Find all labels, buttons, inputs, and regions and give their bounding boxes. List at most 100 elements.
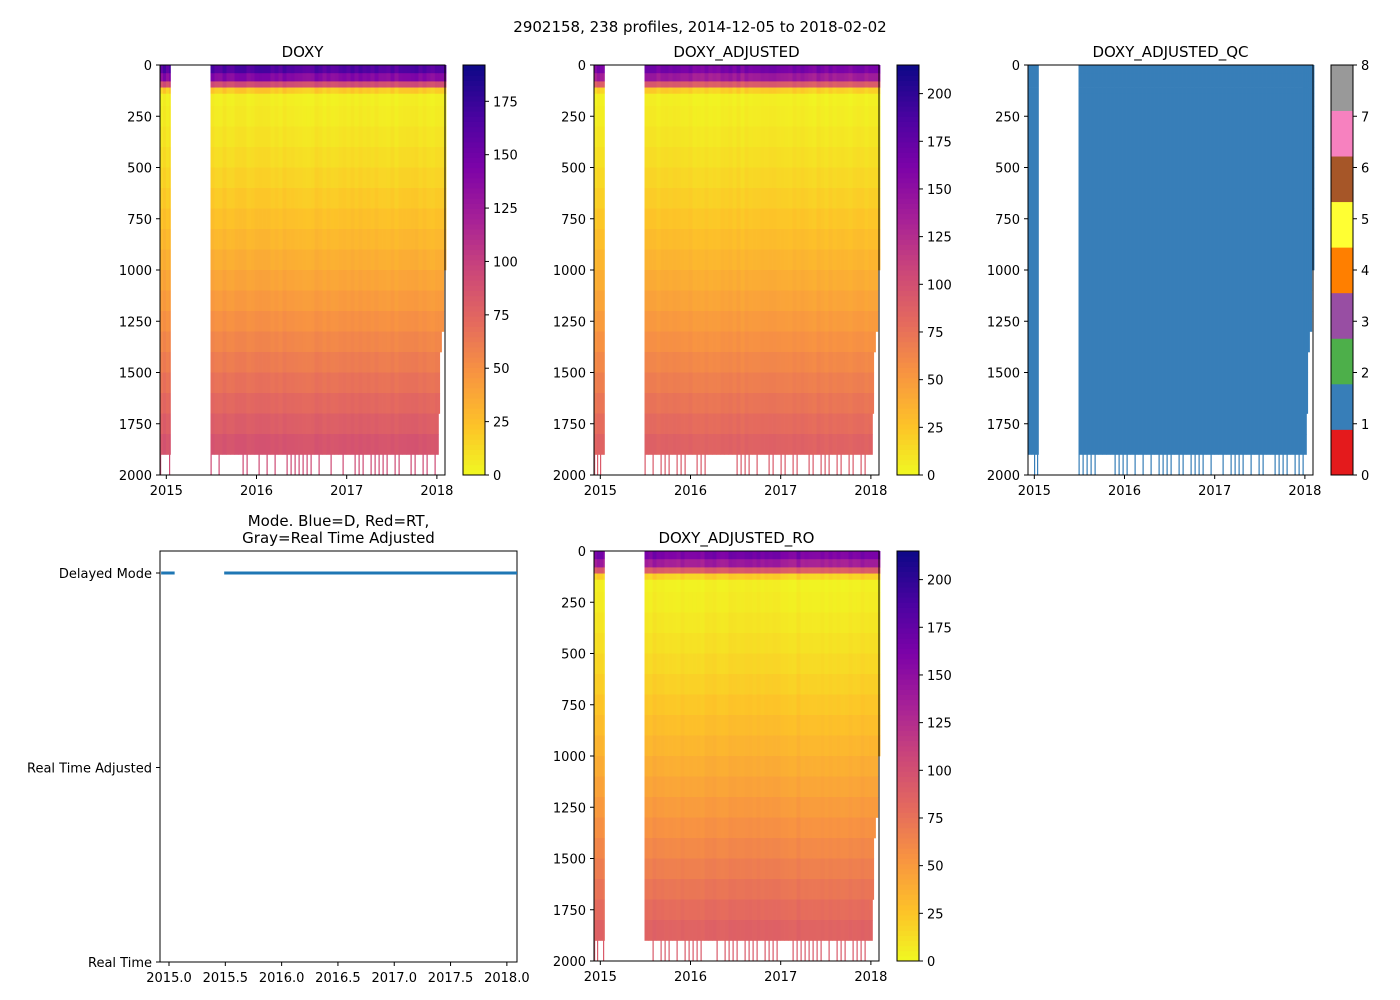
heatmap-cell: [322, 188, 327, 209]
heatmap-cell: [1178, 270, 1183, 291]
heatmap-cell: [724, 87, 729, 94]
heatmap-cell: [712, 126, 717, 148]
heatmap-cell: [648, 126, 653, 148]
heatmap-cell: [274, 106, 279, 127]
heatmap-cell: [1202, 167, 1207, 189]
heatmap-cell: [322, 249, 327, 271]
heatmap-cell: [660, 756, 665, 777]
heatmap-cell: [664, 653, 669, 675]
heatmap-cell: [844, 393, 849, 414]
heatmap-cell: [796, 229, 801, 250]
heatmap-cell: [1306, 290, 1310, 312]
heatmap-cell: [668, 797, 673, 818]
profile-tick: [266, 454, 268, 475]
heatmap-cell: [864, 73, 869, 82]
heatmap-cell: [430, 93, 435, 107]
heatmap-cell: [1230, 147, 1235, 168]
heatmap-cell: [326, 81, 331, 88]
heatmap-cell: [1286, 372, 1291, 394]
heatmap-cell: [386, 147, 391, 168]
heatmap-cell: [160, 290, 164, 312]
x-tick-label: 2017: [1198, 484, 1231, 499]
heatmap-cell: [688, 331, 693, 353]
heatmap-cell: [1282, 311, 1287, 332]
heatmap-cell: [1158, 249, 1163, 271]
heatmap-cell: [660, 208, 665, 230]
heatmap-cell: [290, 106, 295, 127]
heatmap-cell: [768, 331, 773, 353]
heatmap-cell: [597, 147, 601, 168]
heatmap-cell: [644, 838, 649, 859]
heatmap-cell: [378, 73, 383, 82]
heatmap-cell: [342, 352, 347, 373]
heatmap-cell: [163, 352, 167, 373]
heatmap-cell: [250, 188, 255, 209]
heatmap-cell: [346, 229, 351, 250]
heatmap-cell: [1306, 311, 1310, 332]
heatmap-cell: [278, 81, 283, 88]
heatmap-cell: [270, 352, 275, 373]
heatmap-cell: [1134, 434, 1139, 455]
heatmap-cell: [856, 93, 861, 107]
profile-tick: [1210, 454, 1212, 475]
heatmap-cell: [362, 73, 367, 82]
heatmap-cell: [166, 229, 170, 250]
heatmap-cell: [346, 188, 351, 209]
heatmap-cell: [386, 290, 391, 312]
heatmap-cell: [386, 65, 391, 74]
heatmap-cell: [230, 290, 235, 312]
heatmap-cell: [656, 93, 661, 107]
heatmap-cell: [338, 393, 343, 414]
heatmap-cell: [1114, 311, 1119, 332]
heatmap-cell: [732, 106, 737, 127]
heatmap-cell: [648, 413, 653, 435]
heatmap-cell: [772, 352, 777, 373]
heatmap-cell: [728, 393, 733, 414]
heatmap-cell: [740, 65, 745, 74]
profile-tick: [860, 454, 862, 475]
heatmap-cell: [864, 106, 869, 127]
heatmap-cell: [594, 797, 598, 818]
heatmap-cell: [1298, 87, 1303, 94]
heatmap-cell: [800, 372, 805, 394]
heatmap-cell: [594, 756, 598, 777]
heatmap-cell: [1082, 81, 1087, 88]
heatmap-cell: [1308, 73, 1313, 82]
heatmap-cell: [398, 290, 403, 312]
heatmap-cell: [390, 208, 395, 230]
heatmap-cell: [1304, 372, 1309, 394]
heatmap-cell: [1274, 434, 1279, 455]
heatmap-cell: [1294, 65, 1299, 74]
heatmap-cell: [812, 167, 817, 189]
heatmap-cell: [796, 147, 801, 168]
heatmap-cell: [1250, 331, 1255, 353]
heatmap-cell: [250, 229, 255, 250]
heatmap-cell: [664, 290, 669, 312]
heatmap-cell: [597, 612, 601, 634]
heatmap-cell: [322, 413, 327, 435]
heatmap-cell: [648, 331, 653, 353]
heatmap-cell: [1210, 249, 1215, 271]
heatmap-cell: [278, 270, 283, 291]
heatmap-cell: [864, 290, 869, 312]
heatmap-cell: [820, 311, 825, 332]
heatmap-cell: [1194, 81, 1199, 88]
profile-tick: [169, 454, 171, 475]
heatmap-cell: [390, 393, 395, 414]
heatmap-cell: [664, 776, 669, 798]
heatmap-cell: [166, 249, 170, 271]
heatmap-cell: [1106, 331, 1111, 353]
heatmap-cell: [804, 352, 809, 373]
heatmap-cell: [414, 372, 419, 394]
heatmap-cell: [1110, 87, 1115, 94]
heatmap-cell: [1094, 270, 1099, 291]
heatmap-cell: [760, 147, 765, 168]
heatmap-cell: [780, 352, 785, 373]
heatmap-cell: [1306, 73, 1310, 82]
heatmap-cell: [874, 290, 879, 312]
heatmap-cell: [226, 208, 231, 230]
heatmap-cell: [1166, 311, 1171, 332]
heatmap-cell: [776, 434, 781, 455]
profile-tick: [644, 454, 646, 475]
heatmap-cell: [672, 126, 677, 148]
